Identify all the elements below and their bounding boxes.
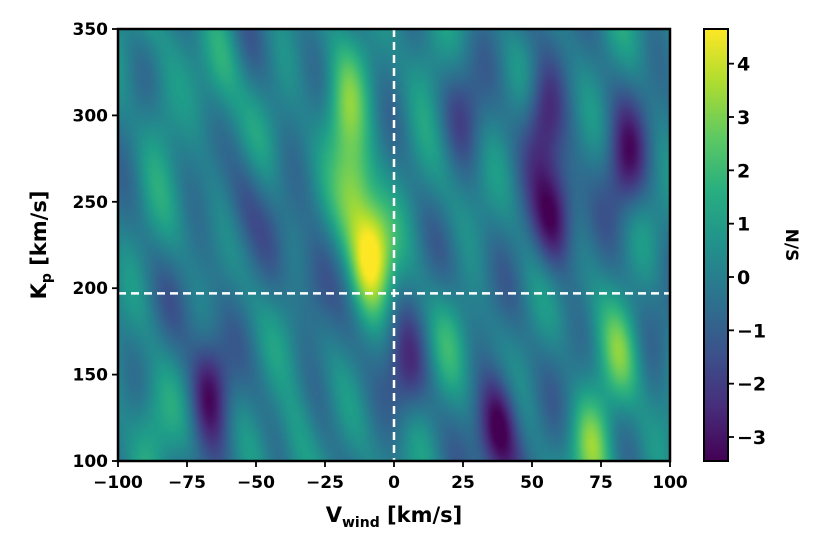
x-tick-label: −75 [168, 473, 206, 493]
x-tick-label: 75 [589, 473, 613, 493]
x-tick-label: −25 [306, 473, 344, 493]
colorbar-tick-label: 0 [737, 267, 750, 289]
y-tick-label: 200 [73, 279, 109, 299]
y-tick-label: 350 [73, 20, 109, 40]
colorbar-label: N/S [781, 229, 801, 262]
colorbar-tick-label: 4 [737, 54, 750, 76]
x-axis-label: Vwind [km/s] [326, 503, 463, 531]
x-tick-label: −50 [237, 473, 275, 493]
colorbar-tick-label: −2 [737, 374, 766, 396]
colorbar-tick-label: 3 [737, 107, 750, 129]
x-tick-label: 0 [388, 473, 400, 493]
y-axis-label: Kp [km/s] [27, 191, 55, 300]
x-tick-label: −100 [93, 473, 143, 493]
colorbar-tick-label: −3 [737, 427, 766, 449]
colorbar-tick-label: 1 [737, 214, 750, 236]
x-tick-label: 100 [652, 473, 688, 493]
y-tick-label: 300 [73, 106, 109, 126]
x-tick-label: 25 [451, 473, 475, 493]
colorbar [703, 28, 729, 462]
colorbar-tick-label: −1 [737, 320, 766, 342]
y-tick-label: 250 [73, 193, 109, 213]
colorbar-tick-label: 2 [737, 160, 750, 182]
x-tick-label: 50 [520, 473, 544, 493]
y-tick-label: 150 [73, 366, 109, 386]
y-tick-label: 100 [73, 452, 109, 472]
